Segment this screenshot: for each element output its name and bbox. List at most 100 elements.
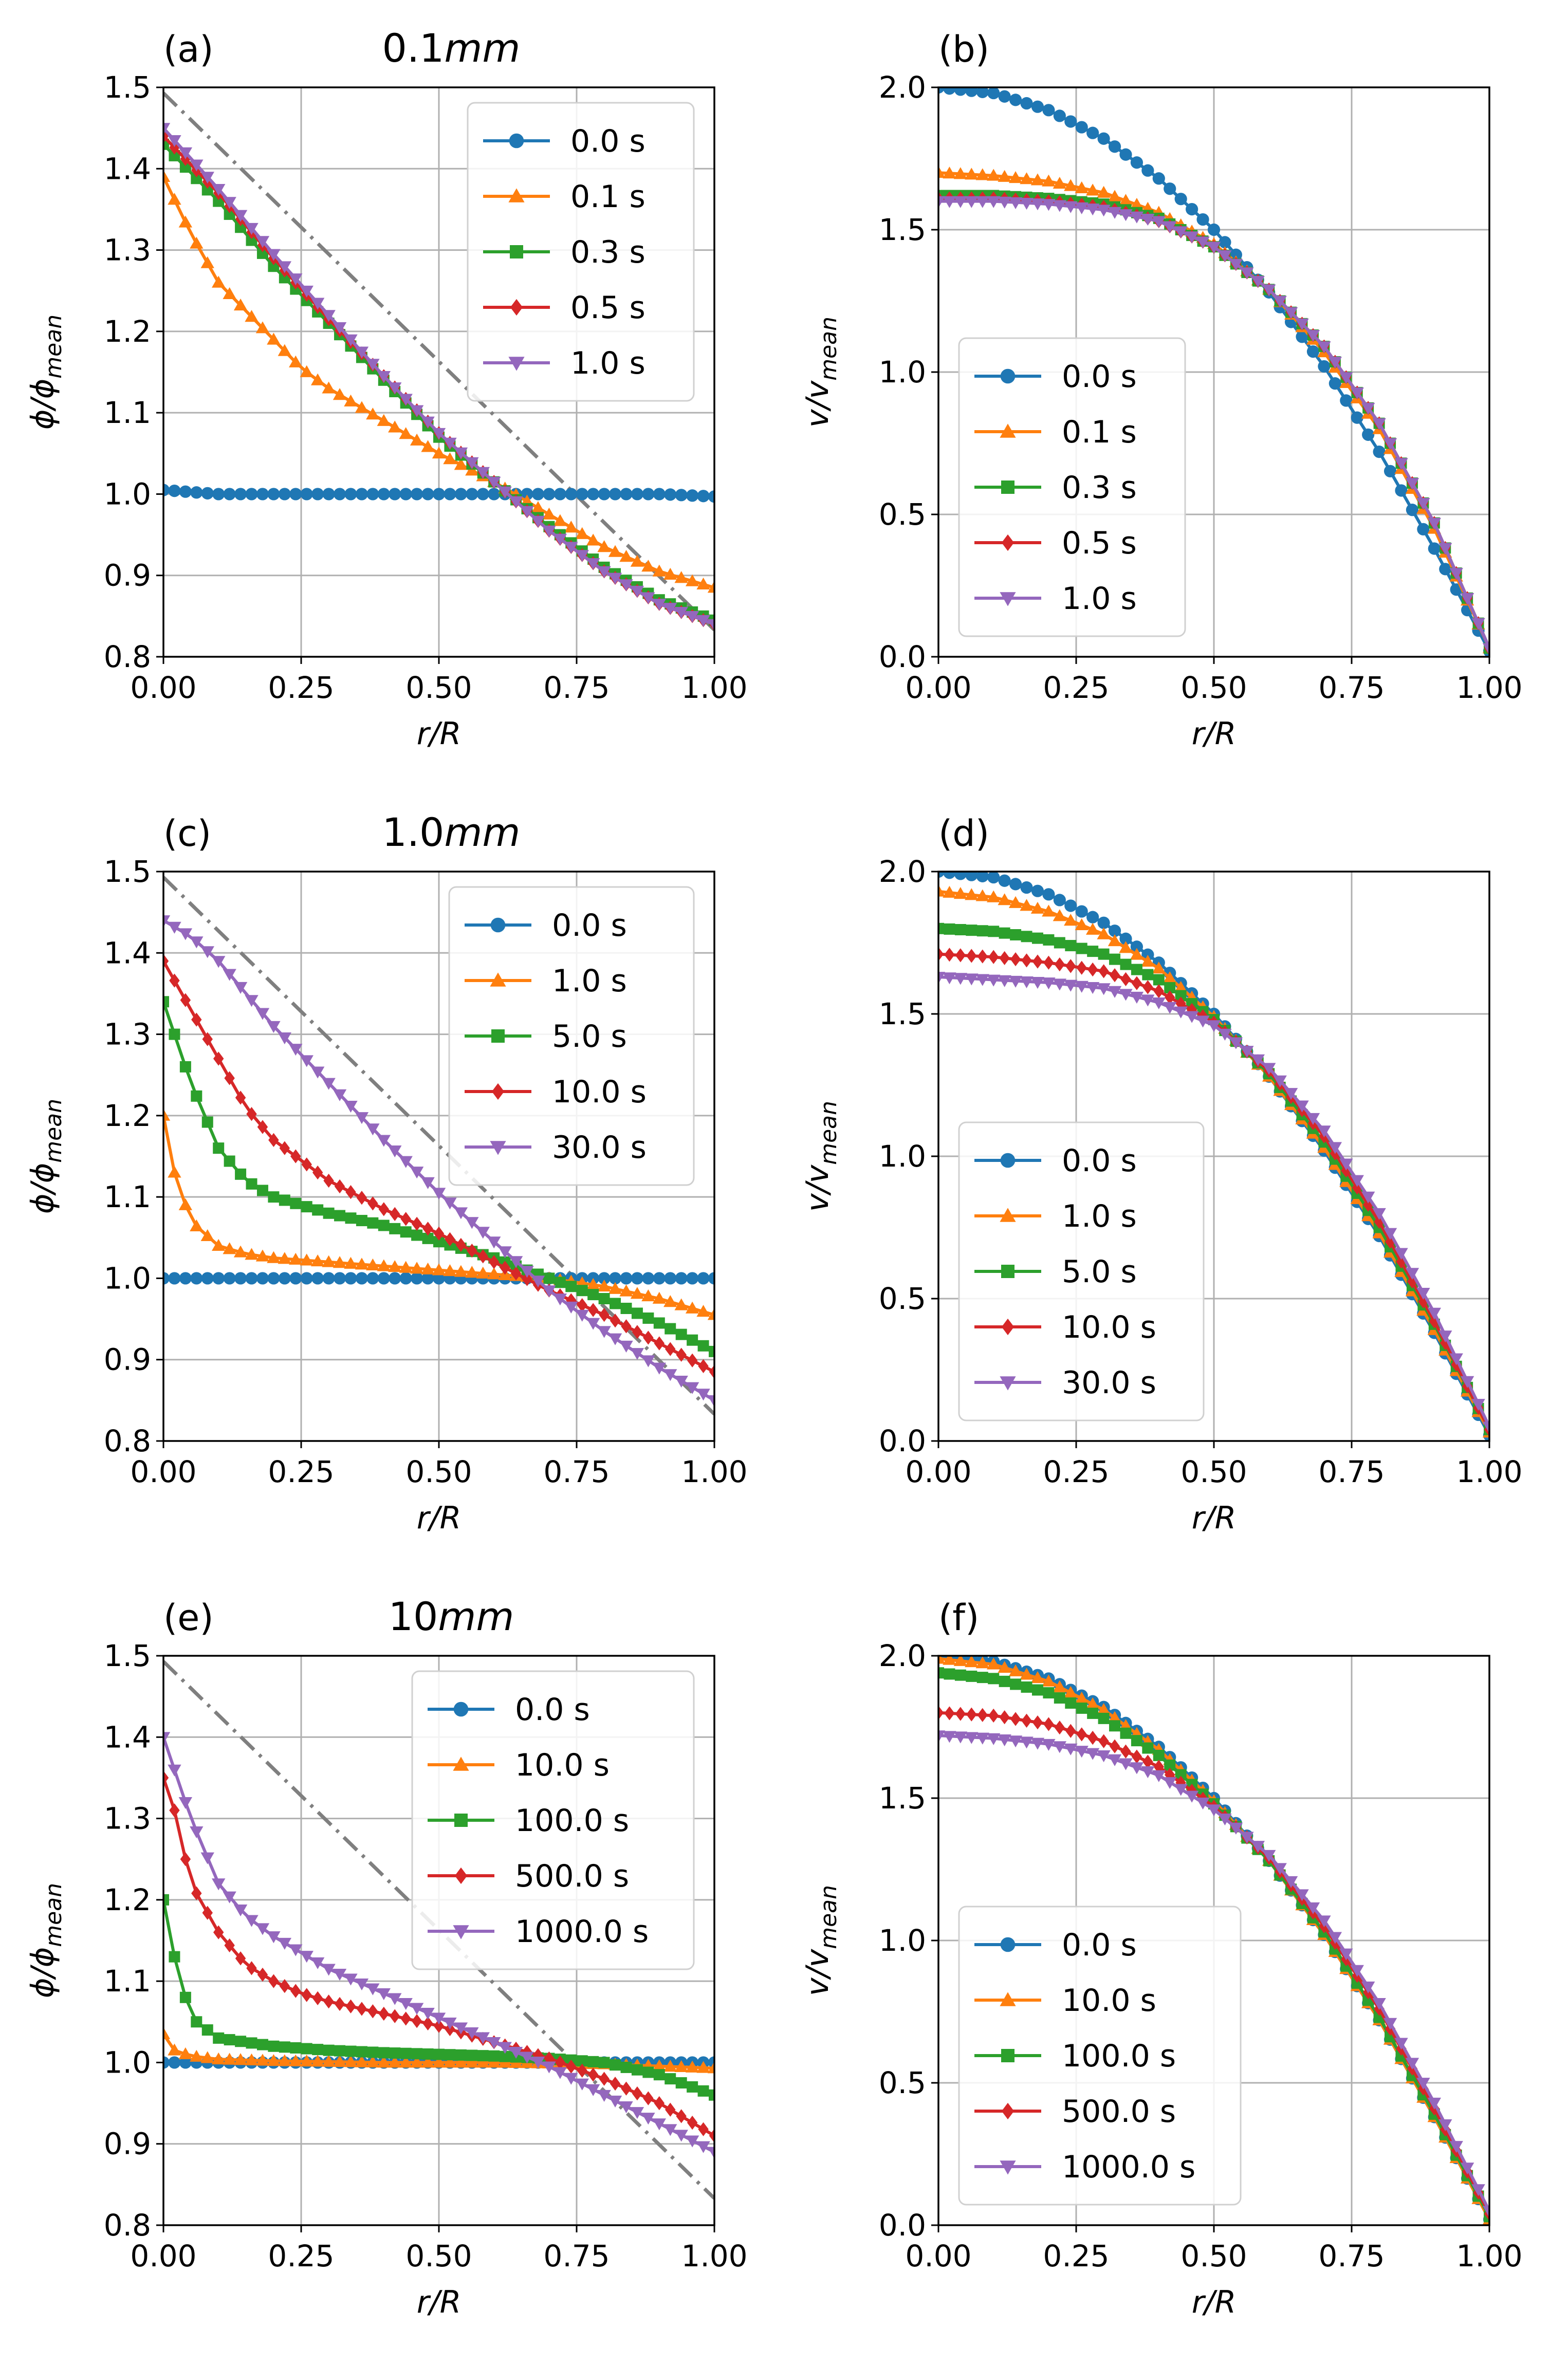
data-point — [1010, 929, 1022, 940]
data-point — [1273, 1863, 1287, 1875]
data-point — [1372, 1208, 1386, 1220]
data-point — [1460, 593, 1474, 605]
data-point — [652, 2118, 666, 2131]
data-point — [289, 488, 302, 501]
data-point — [201, 184, 213, 196]
data-point — [267, 332, 281, 345]
data-point — [1109, 1739, 1120, 1753]
data-point — [212, 956, 226, 968]
data-point — [168, 1272, 181, 1285]
data-point — [1053, 1680, 1067, 1692]
data-point — [1196, 1015, 1210, 1028]
data-point — [1340, 394, 1353, 407]
data-point — [587, 2067, 599, 2082]
data-point — [1097, 927, 1111, 939]
data-point — [179, 1272, 192, 1285]
panel-f: 0.00 0.25 0.50 0.75 1.00 0.0 0.5 1.0 1.5 2.0 r/R v/… — [800, 1597, 1523, 2320]
data-point — [310, 1066, 325, 1079]
data-point — [278, 1937, 292, 1950]
data-point — [608, 2095, 622, 2108]
data-point — [943, 167, 956, 179]
data-point — [1251, 1054, 1265, 1066]
series-0-0-s — [938, 87, 1489, 657]
data-point — [1373, 446, 1386, 458]
data-point — [1075, 202, 1089, 214]
data-point — [1306, 1902, 1320, 1914]
data-point — [631, 2064, 643, 2076]
data-point — [1131, 964, 1142, 975]
data-point — [201, 1272, 214, 1285]
legend-entry: 0.1 s — [483, 179, 645, 215]
data-point — [202, 1032, 213, 1046]
data-point — [620, 488, 633, 501]
legend-marker — [1001, 1318, 1014, 1336]
data-point — [178, 2047, 193, 2059]
data-point — [278, 1252, 292, 1264]
data-point — [944, 1706, 955, 1721]
legend-label: 0.0 s — [515, 1692, 590, 1728]
data-point — [443, 1264, 457, 1277]
data-point — [663, 2124, 677, 2136]
x-tick-label: 0.25 — [1043, 670, 1109, 705]
data-point — [998, 874, 1011, 887]
x-tick-label: 0.75 — [543, 2239, 610, 2273]
data-point — [1218, 1028, 1232, 1041]
data-point — [599, 2072, 610, 2086]
legend-marker — [454, 1867, 468, 1884]
data-point — [223, 2053, 236, 2065]
data-point — [531, 1276, 545, 1288]
data-point — [987, 169, 1001, 181]
data-point — [1064, 979, 1078, 992]
data-point — [334, 1997, 345, 2011]
legend-marker — [453, 1925, 469, 1939]
data-point — [630, 2107, 644, 2119]
data-point — [521, 488, 533, 501]
data-point — [1131, 976, 1142, 990]
data-point — [663, 603, 677, 615]
x-tick-label: 0.75 — [1318, 1454, 1385, 1489]
data-point — [555, 2055, 566, 2070]
data-point — [576, 2055, 588, 2067]
data-point — [654, 2096, 665, 2111]
legend-box — [411, 1670, 695, 1970]
data-point — [355, 401, 369, 413]
data-point — [366, 1258, 380, 1271]
legend-marker — [453, 1757, 469, 1771]
data-point — [389, 488, 401, 501]
axes-frame — [162, 86, 715, 658]
data-point — [169, 150, 180, 161]
data-point — [400, 2047, 412, 2059]
data-point — [1141, 164, 1154, 177]
data-point — [1284, 1088, 1298, 1100]
data-point — [955, 1707, 966, 1721]
data-point — [289, 1944, 303, 1956]
data-point — [966, 925, 977, 936]
y-axis-label-main: v/v — [800, 1164, 836, 1212]
data-point — [1131, 1735, 1142, 1747]
data-point — [1020, 1668, 1034, 1680]
y-tick-label: 1.3 — [104, 1801, 151, 1836]
y-tick-label: 0.0 — [879, 2208, 926, 2243]
legend-marker — [1001, 480, 1014, 494]
data-point — [631, 488, 644, 501]
data-point — [202, 1906, 213, 1920]
data-point — [223, 287, 236, 299]
data-point — [300, 2055, 313, 2067]
data-point — [355, 1272, 368, 1285]
data-point — [1097, 983, 1111, 995]
data-point — [1031, 1684, 1043, 1696]
panel-title: 1.0mm — [382, 809, 521, 855]
legend-label: 0.0 s — [1062, 359, 1137, 395]
legend-marker — [490, 1141, 506, 1155]
panel-tag: (e) — [163, 1597, 214, 1639]
data-point — [389, 1272, 401, 1285]
data-point — [1416, 1288, 1430, 1300]
data-point — [467, 1243, 477, 1258]
data-layer — [163, 876, 714, 1416]
legend-marker — [1000, 2160, 1016, 2175]
data-point — [608, 545, 622, 557]
data-point — [676, 2109, 687, 2123]
legend-entry: 10.0 s — [974, 1309, 1156, 1345]
data-point — [377, 2056, 391, 2068]
data-point — [268, 1974, 279, 1988]
